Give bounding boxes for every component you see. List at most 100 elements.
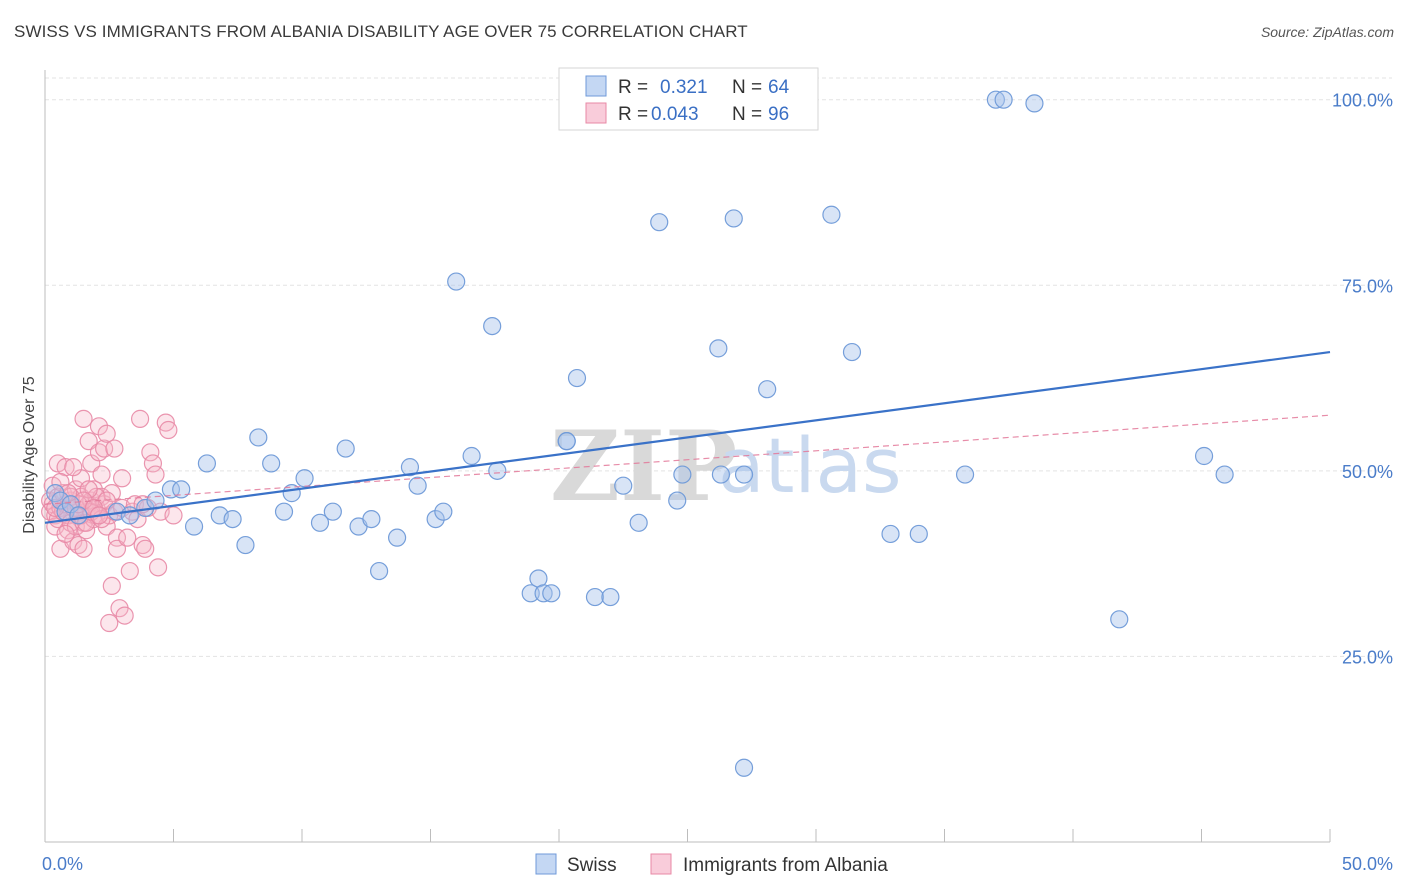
swiss-point-59 xyxy=(909,524,928,544)
swiss-point-38 xyxy=(534,584,553,603)
albania-point-73 xyxy=(156,413,175,432)
swiss-point-25 xyxy=(362,509,381,529)
swiss-point-58 xyxy=(881,524,900,544)
swiss-point-49 xyxy=(673,465,692,484)
legend-albania-r-value: 0.043 xyxy=(651,104,699,125)
albania-point-60 xyxy=(118,528,137,547)
albania-point-61 xyxy=(120,561,139,581)
albania-point-87 xyxy=(79,480,98,499)
albania-point-59 xyxy=(115,606,134,625)
swiss-point-26 xyxy=(370,561,389,581)
swiss-point-54 xyxy=(734,758,754,777)
swiss-point-16 xyxy=(249,428,268,447)
swiss-point-27 xyxy=(387,528,407,547)
swiss-point-4 xyxy=(69,506,88,525)
x-tick-label-1: 50.0% xyxy=(1342,854,1393,874)
albania-point-47 xyxy=(97,424,116,443)
albania-point-91 xyxy=(59,484,78,503)
swiss-point-1 xyxy=(51,491,70,510)
swiss-point-23 xyxy=(336,439,355,458)
bottom-legend-swiss-label: Swiss xyxy=(567,855,617,876)
swiss-point-14 xyxy=(223,509,242,529)
trend-lines xyxy=(44,350,1331,524)
swiss-point-44 xyxy=(601,587,620,607)
swiss-point-43 xyxy=(585,587,605,607)
watermark: ZIP atlas xyxy=(550,410,902,523)
trend-line-swiss xyxy=(44,350,1331,524)
swiss-point-20 xyxy=(295,469,314,488)
legend-swiss-n-label: N = xyxy=(732,77,762,98)
bottom-legend-swatch-swiss xyxy=(535,853,557,875)
x-tick-label-0: 0.0% xyxy=(42,854,83,874)
swiss-point-34 xyxy=(483,316,502,336)
swiss-point-39 xyxy=(542,584,561,603)
swiss-point-64 xyxy=(1110,610,1129,629)
albania-point-85 xyxy=(64,458,83,477)
swiss-point-65 xyxy=(1194,446,1214,466)
legend-bottom: Swiss Immigrants from Albania xyxy=(535,853,888,876)
trend-line-albania xyxy=(44,414,1331,505)
bottom-legend-albania-label: Immigrants from Albania xyxy=(683,855,888,876)
swiss-point-60 xyxy=(955,465,975,484)
legend-swatch-albania xyxy=(585,102,607,124)
chart-title: SWISS VS IMMIGRANTS FROM ALBANIA DISABIL… xyxy=(14,22,748,41)
swiss-point-9 xyxy=(161,480,181,499)
axes xyxy=(44,70,1331,843)
swiss-point-50 xyxy=(709,339,728,358)
y-tick-labels: 25.0% 50.0% 75.0% 100.0% xyxy=(1332,91,1393,668)
albania-point-67 xyxy=(136,539,155,558)
albania-point-43 xyxy=(92,465,111,484)
swiss-point-10 xyxy=(172,480,191,499)
legend-swiss-r-value: 0.321 xyxy=(660,77,708,98)
albania-point-69 xyxy=(141,443,160,462)
swiss-point-11 xyxy=(184,517,204,536)
y-tick-label-1: 50.0% xyxy=(1342,462,1393,482)
swiss-point-41 xyxy=(557,432,576,451)
swiss-point-53 xyxy=(734,465,754,484)
albania-point-55 xyxy=(107,539,127,558)
chart-source: Source: ZipAtlas.com xyxy=(1260,24,1394,40)
swiss-point-63 xyxy=(1025,94,1044,113)
y-tick-label-3: 100.0% xyxy=(1332,91,1393,111)
albania-point-28 xyxy=(74,539,93,558)
albania-point-40 xyxy=(89,417,109,436)
swiss-point-36 xyxy=(521,584,540,603)
swiss-point-48 xyxy=(668,491,687,510)
x-tick-labels: 0.0% 50.0% xyxy=(42,854,1393,874)
swiss-point-62 xyxy=(994,90,1013,109)
swiss-point-42 xyxy=(567,368,587,388)
albania-point-51 xyxy=(102,576,121,596)
swiss-point-61 xyxy=(986,90,1006,109)
legend-swiss-r-label: R = xyxy=(618,77,648,98)
albania-point-45 xyxy=(95,439,114,458)
swiss-point-52 xyxy=(724,209,743,228)
swiss-point-45 xyxy=(614,476,633,495)
gridlines xyxy=(45,77,1392,657)
albania-point-71 xyxy=(146,465,165,484)
albania-point-65 xyxy=(130,409,150,428)
swiss-point-29 xyxy=(408,476,427,495)
swiss-point-57 xyxy=(842,342,862,362)
swiss-point-12 xyxy=(197,454,217,473)
swiss-point-33 xyxy=(462,446,481,466)
albania-point-76 xyxy=(148,558,168,577)
albania-point-74 xyxy=(159,420,178,440)
albania-point-70 xyxy=(143,454,163,473)
albania-point-29 xyxy=(74,409,93,428)
albania-point-84 xyxy=(56,524,75,544)
swiss-point-51 xyxy=(711,465,731,484)
albania-point-75 xyxy=(164,506,183,525)
swiss-point-28 xyxy=(400,458,420,477)
watermark-atlas: atlas xyxy=(718,421,902,510)
swiss-point-66 xyxy=(1215,465,1234,484)
legend-albania-n-value: 96 xyxy=(768,104,789,125)
swiss-point-47 xyxy=(650,213,669,232)
swiss-point-56 xyxy=(822,205,841,224)
albania-point-37 xyxy=(84,480,103,499)
legend-albania-r-label: R = xyxy=(618,104,648,125)
swiss-point-55 xyxy=(758,380,777,399)
albania-point-53 xyxy=(105,439,124,458)
y-tick-label-2: 75.0% xyxy=(1342,276,1393,296)
swiss-point-30 xyxy=(426,509,445,529)
